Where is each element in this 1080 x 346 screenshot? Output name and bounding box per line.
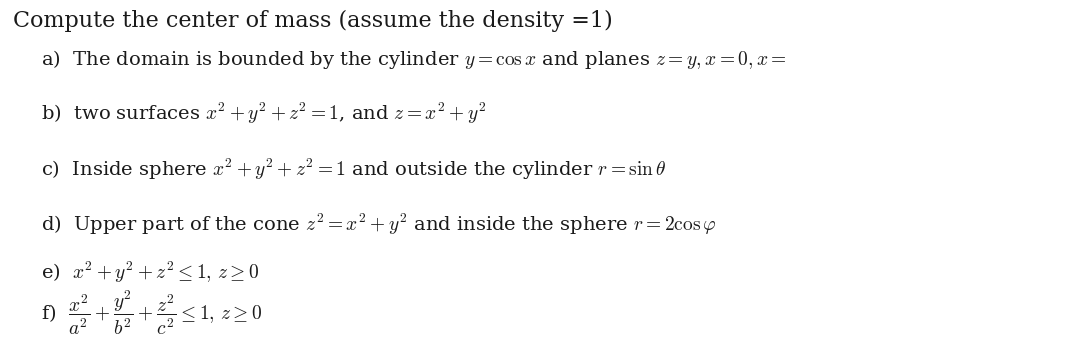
Text: a)  The domain is bounded by the cylinder $y = \cos x$ and planes $z = y, x = 0,: a) The domain is bounded by the cylinder… [41, 48, 786, 71]
Text: d)  Upper part of the cone $z^2 = x^2 + y^2$ and inside the sphere $r = 2\cos\va: d) Upper part of the cone $z^2 = x^2 + y… [41, 212, 717, 237]
Text: c)  Inside sphere $x^2 + y^2 + z^2 = 1$ and outside the cylinder $r = \sin\theta: c) Inside sphere $x^2 + y^2 + z^2 = 1$ a… [41, 156, 666, 182]
Text: f)  $\dfrac{x^2}{a^2} + \dfrac{y^2}{b^2} + \dfrac{z^2}{c^2} \leq 1,\, z \geq 0$: f) $\dfrac{x^2}{a^2} + \dfrac{y^2}{b^2} … [41, 289, 262, 337]
Text: e)  $x^2 + y^2 + z^2 \leq 1,\, z \geq 0$: e) $x^2 + y^2 + z^2 \leq 1,\, z \geq 0$ [41, 260, 259, 285]
Text: b)  two surfaces $x^2 + y^2 + z^2 = 1$, and $z = x^2 + y^2$: b) two surfaces $x^2 + y^2 + z^2 = 1$, a… [41, 101, 486, 126]
Text: Compute the center of mass (assume the density =1): Compute the center of mass (assume the d… [13, 10, 612, 33]
